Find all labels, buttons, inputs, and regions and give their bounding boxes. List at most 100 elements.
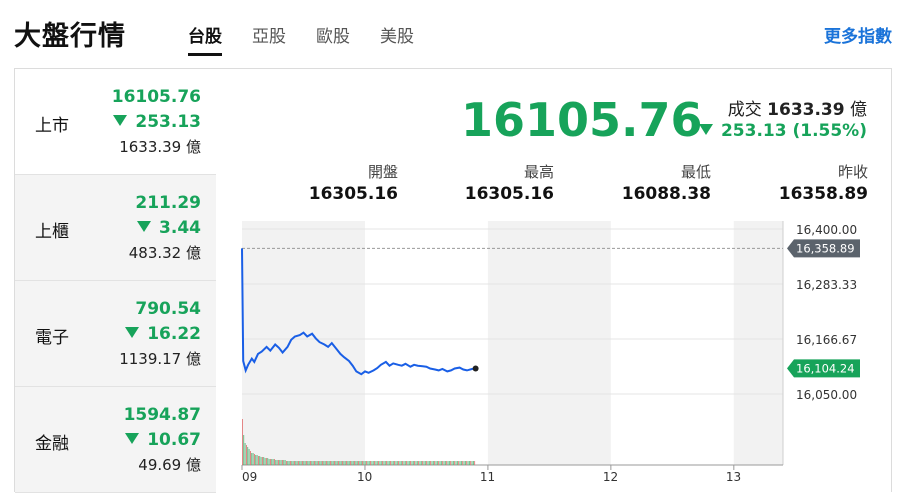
volume-bar (383, 461, 385, 465)
volume-bar (370, 461, 371, 465)
volume-bar (434, 461, 436, 465)
sidebar-item-label: 電子 (35, 328, 69, 348)
volume-bar (422, 461, 424, 465)
volume-bar (320, 461, 322, 465)
volume-bar (300, 461, 302, 465)
volume-bar (274, 459, 275, 465)
volume-bar (378, 461, 379, 465)
sidebar-item-value: 1594.87 (123, 405, 201, 425)
volume-bar (391, 461, 393, 465)
x-tick-label: 13 (726, 470, 741, 484)
sidebar-item-otc[interactable]: 上櫃 211.29 3.44 483.32 億 (15, 175, 216, 281)
volume-bar (244, 443, 246, 465)
y-tick-label: 16,166.67 (796, 333, 857, 347)
volume-bar (400, 461, 402, 465)
sidebar-item-change: 10.67 (125, 430, 201, 450)
volume-bar (412, 461, 414, 465)
sidebar-item-value: 16105.76 (111, 87, 201, 107)
header: 大盤行情 台股 亞股 歐股 美股 更多指數 (0, 0, 909, 68)
volume-bar (443, 461, 445, 465)
index-line-series (241, 248, 476, 376)
volume-bar (463, 461, 465, 465)
sidebar-item-change: 3.44 (137, 218, 201, 238)
last-value-tag-label: 16,104.24 (796, 361, 855, 375)
market-panel: 上市 16105.76 253.13 1633.39 億 上櫃 211.29 3… (14, 68, 892, 493)
volume-bar (372, 461, 374, 465)
stat-value: 16305.16 (308, 184, 398, 204)
volume-bar (255, 455, 257, 465)
y-tick-label: 16,050.00 (796, 388, 857, 402)
volume-bar (375, 461, 377, 465)
tab-us-stock[interactable]: 美股 (380, 27, 414, 47)
more-indices-link[interactable]: 更多指數 (824, 27, 892, 47)
tab-europe-stock[interactable]: 歐股 (316, 27, 350, 47)
volume-bar (331, 461, 333, 465)
stat-label: 開盤 (367, 163, 398, 181)
tab-asia-stock[interactable]: 亞股 (252, 27, 286, 47)
volume-bar (284, 460, 286, 465)
index-sidebar: 上市 16105.76 253.13 1633.39 億 上櫃 211.29 3… (15, 69, 216, 493)
volume-bar (362, 461, 363, 465)
down-arrow-icon (125, 326, 140, 338)
volume-bar (420, 461, 422, 465)
volume-bar (418, 461, 420, 465)
volume-bar (319, 461, 321, 465)
stat-value: 16088.38 (621, 184, 711, 204)
volume-bar (440, 461, 442, 465)
volume-bar (327, 461, 329, 465)
volume-bar (246, 445, 247, 465)
sidebar-item-volume: 1633.39 億 (119, 138, 201, 156)
volume-bar (310, 461, 311, 465)
volume-bar (280, 460, 282, 465)
volume-bar (346, 461, 347, 465)
volume-bar (303, 461, 305, 465)
sidebar-item-finance[interactable]: 金融 1594.87 10.67 49.69 億 (15, 387, 216, 493)
volume-bar (266, 458, 267, 465)
change-value: 10.67 (147, 430, 201, 450)
chart-band (242, 221, 365, 465)
volume-bar (364, 461, 366, 465)
volume-bar (450, 461, 452, 465)
tab-tw-stock[interactable]: 台股 (188, 22, 222, 56)
volume-bar (419, 461, 421, 465)
volume-bar (447, 461, 449, 465)
volume-bar (358, 461, 359, 465)
volume-bar (247, 447, 249, 465)
volume-bar (414, 461, 416, 465)
volume-bar (380, 461, 382, 465)
volume-bar (342, 461, 343, 465)
volume-bar (394, 461, 395, 465)
volume-bar (268, 459, 270, 465)
intraday-chart[interactable]: 16,400.00 16,283.33 16,166.67 16,050.00 09 10… (15, 69, 891, 493)
sidebar-item-value: 211.29 (135, 193, 201, 213)
volume-bar (367, 461, 369, 465)
volume-bar (343, 461, 345, 465)
volume-bar (271, 459, 273, 465)
page-title: 大盤行情 (14, 21, 126, 52)
volume-bar (392, 461, 394, 465)
volume-bar (431, 461, 433, 465)
volume-bar (396, 461, 398, 465)
volume-bar (323, 461, 325, 465)
volume-bar (278, 460, 279, 465)
volume-bar (322, 461, 323, 465)
market-tabs: 台股 亞股 歐股 美股 (188, 22, 414, 56)
volume-bar (334, 461, 335, 465)
stat-label: 最低 (680, 163, 711, 181)
volume-bar (470, 461, 472, 465)
volume-bar (302, 461, 303, 465)
x-tick-label: 12 (603, 470, 618, 484)
volume-bar (344, 461, 346, 465)
prev-close-tag (787, 239, 860, 258)
volume-bar (340, 461, 342, 465)
sidebar-item-volume: 49.69 億 (138, 456, 201, 474)
volume-bar (314, 461, 315, 465)
sidebar-item-electronics[interactable]: 電子 790.54 16.22 1139.17 億 (15, 281, 216, 387)
volume-bar (250, 451, 251, 465)
sidebar-item-listed[interactable]: 上市 16105.76 253.13 1633.39 億 (15, 69, 216, 175)
volume-bar (282, 460, 283, 465)
volume-bar (456, 461, 458, 465)
volume-bar (376, 461, 378, 465)
volume-bar (252, 453, 254, 465)
stat-low: 最低 16088.38 (561, 161, 711, 204)
